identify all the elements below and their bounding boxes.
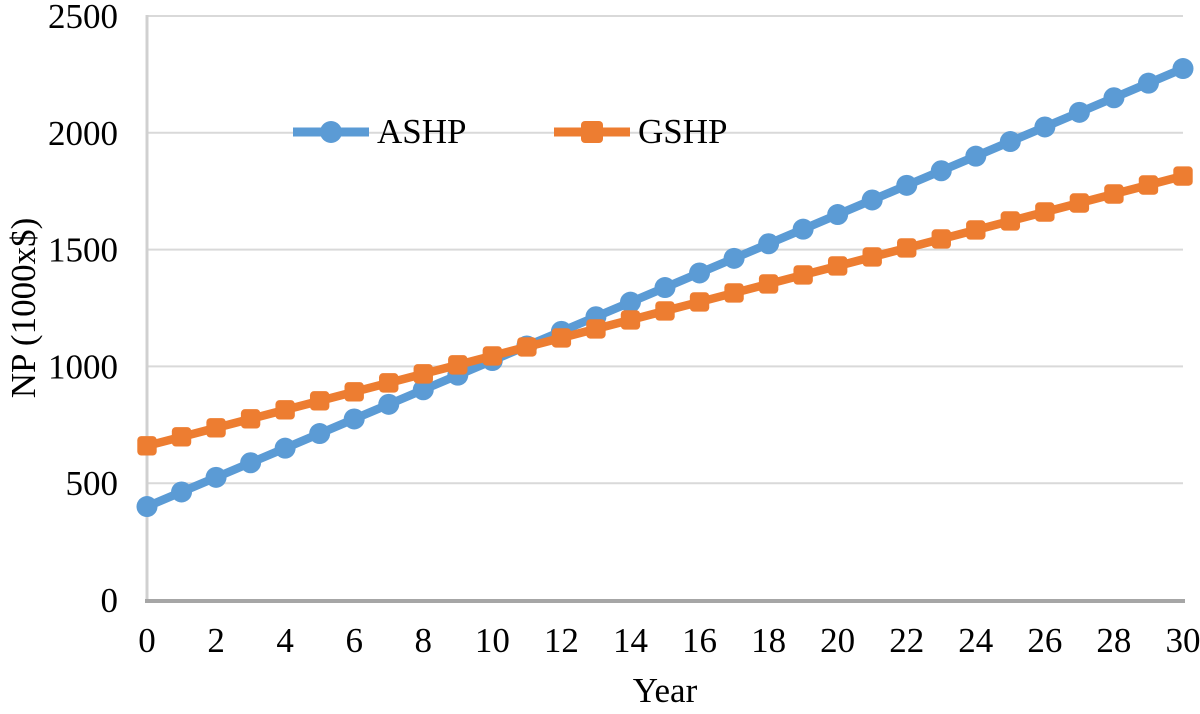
legend-marker-gshp-icon xyxy=(554,121,630,143)
data-point xyxy=(1103,87,1125,109)
data-point xyxy=(343,408,365,430)
x-tick-label-10: 10 xyxy=(475,621,510,660)
data-point xyxy=(1104,184,1124,204)
legend-item-ashp: ASHP xyxy=(293,110,466,154)
legend-label-gshp: GSHP xyxy=(638,112,728,151)
data-point xyxy=(413,364,433,384)
data-point xyxy=(931,229,951,249)
data-point xyxy=(448,355,468,375)
data-point xyxy=(309,423,331,445)
x-tick-label-14: 14 xyxy=(613,621,648,660)
data-point xyxy=(861,189,883,211)
data-point xyxy=(655,301,675,321)
data-point xyxy=(966,220,986,240)
x-tick-label-2: 2 xyxy=(207,621,225,660)
x-tick-label-6: 6 xyxy=(345,621,363,660)
data-point xyxy=(793,265,813,285)
data-point xyxy=(896,174,918,196)
x-tick-label-24: 24 xyxy=(958,621,993,660)
data-point xyxy=(275,400,295,420)
data-point xyxy=(206,418,226,438)
data-point xyxy=(827,204,849,226)
legend-marker-ashp-icon xyxy=(293,121,369,143)
data-point xyxy=(240,452,262,474)
data-point xyxy=(897,238,917,258)
y-tick-label-2500: 2500 xyxy=(48,0,118,36)
data-point xyxy=(965,145,987,167)
y-tick-label-2000: 2000 xyxy=(48,114,118,153)
data-point xyxy=(1137,72,1159,94)
x-tick-label-4: 4 xyxy=(276,621,294,660)
x-tick-label-0: 0 xyxy=(138,621,156,660)
data-point xyxy=(792,218,814,240)
data-point xyxy=(689,262,711,284)
data-point xyxy=(1138,175,1159,195)
data-point xyxy=(137,436,157,456)
x-tick-label-16: 16 xyxy=(682,621,717,660)
data-point xyxy=(1035,202,1055,222)
data-point xyxy=(689,292,710,312)
data-point xyxy=(586,319,606,339)
x-tick-label-20: 20 xyxy=(820,621,855,660)
data-point xyxy=(758,233,780,255)
data-point xyxy=(827,256,848,276)
data-point xyxy=(517,337,537,357)
data-point xyxy=(620,310,641,330)
data-point xyxy=(724,283,744,303)
ashp-series xyxy=(136,58,1194,518)
y-axis-title: NP (1000x$) xyxy=(4,217,43,399)
x-tick-label-18: 18 xyxy=(751,621,786,660)
data-point xyxy=(482,346,503,366)
data-point xyxy=(205,466,227,488)
gshp-series xyxy=(137,166,1193,456)
data-point xyxy=(378,393,400,415)
data-point xyxy=(1034,116,1056,138)
data-point xyxy=(551,328,572,348)
legend-label-ashp: ASHP xyxy=(377,112,467,151)
x-tick-label-30: 30 xyxy=(1166,621,1200,660)
y-tick-label-1500: 1500 xyxy=(48,231,118,270)
data-point xyxy=(240,409,261,429)
data-point xyxy=(654,277,676,299)
y-tick-label-1000: 1000 xyxy=(48,347,118,386)
legend-item-gshp: GSHP xyxy=(554,110,727,154)
data-point xyxy=(379,373,399,393)
data-point xyxy=(1068,101,1090,123)
x-tick-label-22: 22 xyxy=(889,621,924,660)
data-point xyxy=(136,496,158,518)
data-point xyxy=(758,274,779,294)
data-point xyxy=(171,481,193,503)
data-point xyxy=(619,291,641,313)
y-tick-label-500: 500 xyxy=(66,464,119,503)
data-point xyxy=(309,391,330,411)
data-point xyxy=(171,427,192,447)
data-point xyxy=(723,247,745,269)
x-tick-label-26: 26 xyxy=(1027,621,1062,660)
data-point xyxy=(344,382,364,402)
data-point xyxy=(999,131,1021,153)
data-point xyxy=(1173,166,1193,186)
data-point xyxy=(1000,211,1021,231)
data-point xyxy=(1069,193,1090,213)
y-tick-label-0: 0 xyxy=(101,581,119,620)
x-tick-label-8: 8 xyxy=(415,621,433,660)
x-tick-label-12: 12 xyxy=(544,621,579,660)
data-point xyxy=(1172,58,1194,80)
x-tick-label-28: 28 xyxy=(1096,621,1131,660)
data-point xyxy=(862,247,882,267)
x-axis-title: Year xyxy=(632,671,698,710)
data-point xyxy=(274,437,296,459)
data-point xyxy=(930,160,952,182)
data-point xyxy=(412,379,434,401)
